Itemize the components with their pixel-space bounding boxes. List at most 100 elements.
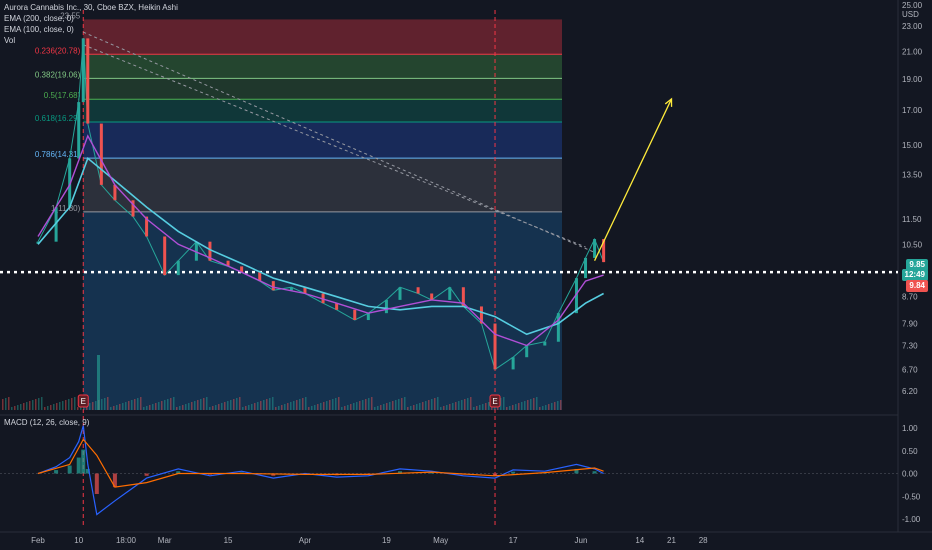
volume-bar — [224, 402, 226, 410]
macd-histogram-bar — [398, 471, 402, 474]
fib-zone — [83, 158, 562, 212]
volume-bar — [374, 407, 376, 410]
volume-bar — [512, 405, 514, 410]
y-tick-label: 25.00 — [902, 1, 923, 10]
volume-bar — [350, 404, 352, 410]
x-tick-label: 21 — [667, 536, 676, 545]
ha-candle — [36, 241, 40, 244]
ha-candle — [208, 241, 212, 261]
volume-bar — [107, 397, 109, 410]
volume-bar — [443, 406, 445, 410]
volume-bar — [326, 401, 328, 410]
macd-histogram-bar — [429, 472, 434, 474]
volume-bar — [269, 398, 271, 410]
volume-bar — [545, 405, 547, 410]
volume-bar — [74, 397, 76, 410]
volume-bar — [164, 400, 166, 410]
volume-bar — [119, 404, 121, 410]
ha-candle — [113, 184, 117, 201]
volume-bar — [335, 398, 337, 410]
y-tick-label: 7.30 — [902, 342, 918, 351]
volume-bar — [506, 407, 508, 410]
volume-bar — [338, 397, 340, 410]
volume-bar — [275, 407, 277, 410]
volume-bar — [440, 407, 442, 410]
volume-bar — [521, 402, 523, 410]
ha-candle — [430, 293, 434, 300]
y-tick-label: 10.50 — [902, 240, 923, 249]
ha-candle — [335, 303, 339, 310]
volume-bar — [437, 397, 439, 410]
volume-bar — [533, 398, 535, 410]
volume-bar — [227, 401, 229, 410]
ha-candle — [593, 239, 597, 258]
y-axis-unit: USD — [902, 10, 919, 19]
volume-bar — [92, 402, 94, 410]
volume-bar — [524, 401, 526, 410]
macd-y-tick-label: 0.50 — [902, 447, 918, 456]
y-tick-label: 19.00 — [902, 75, 923, 84]
ha-candle — [271, 281, 275, 291]
volume-bar — [266, 399, 268, 410]
earnings-marker — [489, 394, 501, 408]
volume-bar — [233, 399, 235, 410]
volume-bar — [287, 403, 289, 410]
volume-bar — [389, 402, 391, 410]
macd-histogram-bar — [271, 473, 276, 476]
x-tick-label: Apr — [299, 536, 312, 545]
ha-candle — [289, 287, 293, 291]
volume-bar — [476, 406, 478, 410]
projection-arrow-head — [664, 97, 673, 107]
volume-bar — [53, 404, 55, 410]
volume-bar — [11, 407, 13, 410]
ha-candle — [602, 239, 606, 263]
volume-bar — [404, 397, 406, 410]
ha-candle — [226, 260, 230, 267]
volume-bar — [149, 405, 151, 410]
macd-histogram-bar — [54, 470, 59, 474]
earnings-marker-label: E — [81, 397, 86, 406]
fib-level-label: 0.382(19.06) — [35, 70, 81, 79]
volume-bar — [398, 399, 400, 410]
y-tick-label: 21.00 — [902, 47, 923, 56]
volume-bar — [293, 401, 295, 410]
fib-zone — [83, 122, 562, 159]
volume-bar — [23, 403, 25, 410]
countdown-tag: 12:49 — [901, 269, 928, 281]
volume-bar — [428, 400, 430, 410]
macd-y-tick-label: 1.00 — [902, 424, 918, 433]
volume-bar — [194, 401, 196, 410]
volume-bar — [212, 406, 214, 410]
volume-bar — [455, 402, 457, 410]
volume-bar — [425, 401, 427, 410]
ema200-label: EMA (200, close, 0) — [4, 14, 74, 23]
volume-bar — [140, 397, 142, 410]
earnings-marker-label: E — [492, 397, 497, 406]
volume-bar — [131, 400, 133, 410]
volume-bar — [368, 398, 370, 410]
volume-bar — [449, 404, 451, 410]
ha-candle — [81, 38, 85, 103]
volume-bar — [281, 405, 283, 410]
fib-zone — [83, 78, 562, 100]
ha-candle — [543, 341, 547, 346]
volume-bar — [548, 404, 550, 410]
ha-candle — [77, 102, 81, 159]
volume-bar — [392, 401, 394, 410]
y-tick-label: 8.70 — [902, 293, 918, 302]
volume-bar — [5, 398, 7, 410]
volume-bar — [302, 398, 304, 410]
volume-bar — [116, 405, 118, 410]
fib-level-label: 0.5(17.68) — [44, 91, 81, 100]
volume-bar — [104, 398, 106, 410]
volume-bar — [176, 407, 178, 410]
price-tag-current: 9.85 — [906, 259, 928, 271]
volume-bar — [479, 405, 481, 410]
volume-bar — [215, 405, 217, 410]
volume-bar — [407, 407, 409, 410]
volume-bar — [137, 398, 139, 410]
volume-bar — [377, 406, 379, 410]
volume-bar — [179, 406, 181, 410]
volume-bar — [341, 407, 343, 410]
